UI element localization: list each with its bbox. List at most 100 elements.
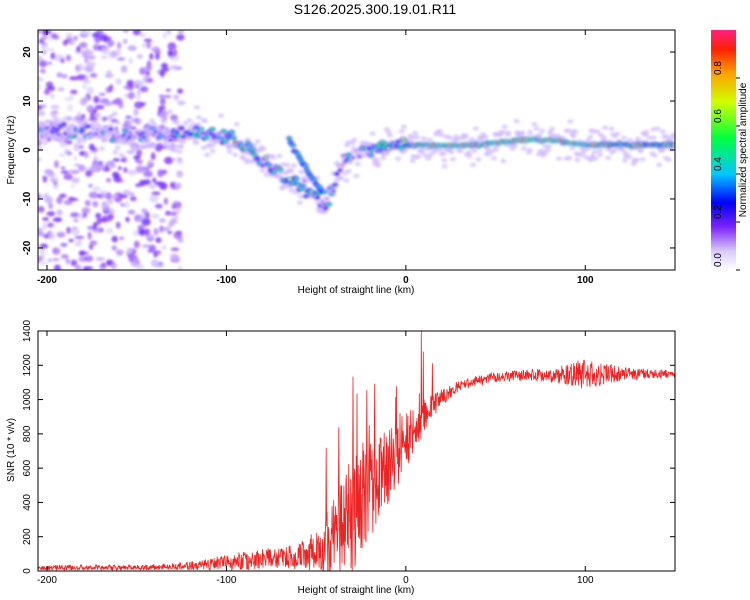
- spectrogram-cell: [118, 194, 128, 199]
- colorbar-tick-label: 0.2: [713, 205, 724, 219]
- spectrogram-cell: [621, 158, 628, 163]
- spectrogram-cell: [149, 194, 159, 203]
- spectrogram-cell: [296, 153, 300, 156]
- spectrogram-cell: [278, 168, 283, 172]
- spectrogram-cell: [252, 153, 257, 157]
- spectrogram-cell: [38, 60, 48, 68]
- spectrogram-cell: [47, 86, 56, 91]
- spectrogram-cell: [501, 124, 508, 129]
- spectrogram-cell: [60, 170, 70, 174]
- spectrogram-cell: [160, 117, 167, 123]
- spectrogram-cell: [125, 115, 132, 119]
- spectrogram-cell: [130, 117, 136, 122]
- spectrogram-cell: [66, 226, 72, 234]
- spectrogram-cell: [614, 131, 621, 137]
- spectrogram-cell: [39, 128, 44, 132]
- spectrogram-cell: [63, 199, 73, 206]
- spectrogram-cell: [441, 158, 448, 163]
- spectrogram-cell: [399, 146, 404, 150]
- spectrogram-cell: [118, 153, 125, 158]
- x-tick-label: 0: [403, 575, 409, 586]
- spectrogram-cell: [97, 160, 104, 166]
- spectrogram-cell: [42, 222, 48, 230]
- spectrogram-cell: [210, 127, 215, 131]
- spectrogram-cell: [436, 147, 443, 153]
- spectrogram-cell: [578, 152, 585, 157]
- spectrogram-cell: [147, 159, 153, 166]
- spectrogram-cell: [151, 46, 161, 53]
- spectrogram-cell: [470, 162, 477, 167]
- spectrogram-cell: [110, 50, 118, 58]
- spectrogram-cell: [500, 158, 507, 164]
- spectrogram-cell: [101, 50, 110, 55]
- spectrogram-cell: [141, 244, 151, 248]
- spectrogram-cell: [196, 115, 202, 120]
- spectrogram-cell: [112, 158, 121, 162]
- spectrogram-cell: [73, 146, 80, 152]
- spectrogram-cell: [187, 133, 192, 136]
- spectrogram-cell: [75, 265, 82, 270]
- spectrogram-cell: [259, 168, 266, 173]
- spectrogram-cell: [123, 167, 128, 173]
- spectrogram-cell: [82, 84, 87, 89]
- spectrogram-cell: [148, 184, 157, 189]
- spectrogram-cell: [49, 177, 59, 183]
- spectrogram-cell: [96, 218, 105, 223]
- spectrogram-cell: [139, 33, 146, 38]
- spectrogram-cell: [52, 184, 59, 190]
- spectrogram-cell: [566, 155, 573, 161]
- spectrogram-cell: [60, 254, 69, 259]
- spectrogram-cell: [594, 129, 601, 134]
- spectrogram-cell: [73, 218, 79, 223]
- spectrogram-cell: [74, 235, 85, 240]
- spectrogram-cell: [54, 118, 61, 123]
- spectrogram-cell: [369, 131, 376, 136]
- spectrogram-cell: [263, 172, 270, 177]
- snr-x-axis-label: Height of straight line (km): [298, 585, 415, 596]
- spectrogram-cell: [88, 183, 93, 188]
- spectrogram-cell: [446, 135, 453, 140]
- spectrogram-cell: [570, 133, 577, 139]
- y-tick-label: 1000: [22, 388, 33, 411]
- spectrogram-cell: [146, 143, 153, 148]
- spectrogram-cell: [233, 141, 237, 144]
- spectrogram-cell: [386, 133, 393, 138]
- spectrogram-cell: [233, 122, 240, 127]
- colorbar-ticks: 0.0 0.2 0.4 0.6 0.8: [713, 61, 740, 271]
- spectrogram-cell: [296, 182, 300, 186]
- spectrogram-cell: [425, 156, 432, 161]
- spectrogram-cell: [65, 115, 72, 121]
- spectrogram-cell: [137, 224, 146, 230]
- spectrogram-cell: [115, 78, 122, 85]
- spectrogram-cell: [52, 217, 63, 222]
- spectrogram-cell: [52, 35, 60, 40]
- spectrogram-cell: [171, 203, 177, 210]
- spectrogram-cell: [654, 126, 661, 131]
- spectrogram-cell: [117, 41, 122, 50]
- spectrogram-cell: [158, 135, 163, 139]
- spectrogram-cell: [304, 194, 309, 198]
- spectrogram-cell: [56, 209, 63, 216]
- spectrogram-cell: [263, 156, 268, 159]
- spectrogram-cell: [303, 164, 308, 167]
- spectrogram-cell: [221, 129, 226, 133]
- spectrogram-cell: [126, 247, 133, 255]
- spectrogram-cell: [137, 54, 143, 59]
- snr-frame: [37, 330, 676, 572]
- y-tick-label: -20: [22, 240, 33, 255]
- spectrogram-cell: [271, 170, 276, 174]
- spectrogram-cell: [79, 150, 86, 156]
- spectrogram-cell: [73, 156, 78, 161]
- spectrogram-cell: [119, 236, 125, 240]
- spectrogram-cell: [204, 152, 211, 157]
- spectrogram-cell: [87, 55, 96, 60]
- y-tick-label: 0: [22, 568, 33, 574]
- spectrogram-cell: [101, 47, 110, 51]
- spectrogram-cell: [69, 94, 75, 99]
- spectrogram-cell: [114, 97, 123, 105]
- spectrogram-cell: [81, 127, 86, 130]
- spectrogram-cell: [166, 30, 172, 35]
- spectrogram-cell: [76, 139, 83, 144]
- spectrogram-cell: [38, 193, 42, 200]
